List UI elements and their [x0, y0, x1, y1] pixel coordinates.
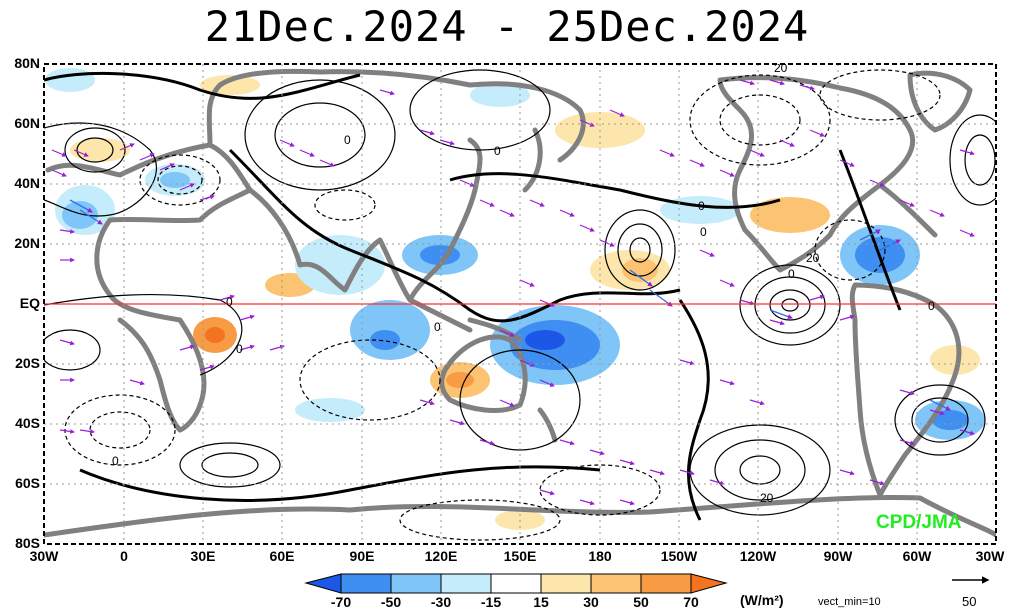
- reference-vector-value: 50: [962, 594, 977, 609]
- lon-tick: 120E: [424, 548, 458, 564]
- lat-tick: 20S: [15, 355, 40, 371]
- colorbar-units: (W/m²): [740, 592, 784, 608]
- colorbar-label: 30: [583, 594, 599, 610]
- lat-tick: 80S: [15, 535, 40, 551]
- lat-tick: 60N: [14, 115, 40, 131]
- map-frame: [43, 63, 997, 545]
- lat-tick: 60S: [15, 475, 40, 491]
- contour-label: 0: [494, 144, 501, 158]
- anomaly-shading: [45, 68, 985, 530]
- lat-tick: 80N: [14, 55, 40, 71]
- wind-vectors: [51, 79, 975, 506]
- contour-label: 20: [760, 491, 774, 505]
- colorbar-label: 15: [533, 594, 549, 610]
- lon-tick: 90W: [823, 548, 853, 564]
- map-title: 21Dec.2024 - 25Dec.2024: [204, 2, 810, 51]
- contour-label: 0: [344, 133, 351, 147]
- contour-label: 0: [112, 454, 119, 468]
- contour-label: 0: [698, 199, 705, 213]
- lat-tick: 40N: [14, 175, 40, 191]
- colorbar-label: 70: [683, 594, 699, 610]
- lat-tick: EQ: [19, 295, 40, 311]
- lon-tick: 120W: [739, 548, 777, 564]
- colorbar: [304, 573, 728, 594]
- contour-label: 0: [226, 295, 233, 309]
- colorbar-label: -50: [380, 594, 402, 610]
- colorbar-label: -15: [480, 594, 502, 610]
- lon-tick: 180: [588, 548, 612, 564]
- contour-label: 20: [806, 251, 820, 265]
- lon-tick: 60E: [269, 548, 295, 564]
- grid: [44, 64, 996, 544]
- contour-label: 0: [700, 225, 707, 239]
- contour-label: 0: [236, 342, 243, 356]
- lon-tick: 30E: [190, 548, 216, 564]
- lon-tick: 150E: [503, 548, 537, 564]
- vector-min-label: vect_min=10: [818, 596, 881, 608]
- colorbar-label: -30: [430, 594, 452, 610]
- lon-tick: 30W: [975, 548, 1005, 564]
- contour-label: 0: [928, 299, 935, 313]
- contour-label: 0: [788, 267, 795, 281]
- coastlines: [44, 68, 996, 538]
- contour-label: 0: [434, 320, 441, 334]
- contour-lines: [44, 69, 996, 541]
- lon-tick: 60W: [902, 548, 932, 564]
- contour-label: 20: [774, 61, 788, 75]
- lon-tick: 30W: [29, 548, 59, 564]
- colorbar-label: -70: [330, 594, 352, 610]
- lat-tick: 40S: [15, 415, 40, 431]
- lat-tick: 20N: [14, 235, 40, 251]
- credit-label: CPD/JMA: [876, 512, 962, 533]
- lon-tick: 150W: [660, 548, 698, 564]
- colorbar-label: 50: [633, 594, 649, 610]
- lon-tick: 0: [120, 548, 128, 564]
- lon-tick: 90E: [349, 548, 375, 564]
